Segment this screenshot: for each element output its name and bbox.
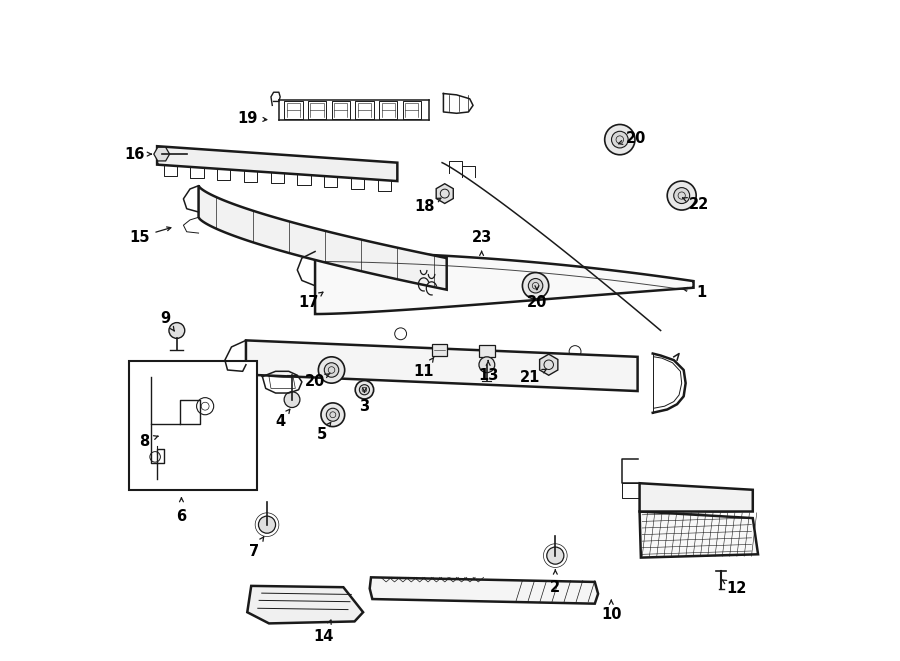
Polygon shape — [436, 184, 454, 204]
Text: 18: 18 — [415, 199, 436, 214]
Text: 20: 20 — [526, 295, 547, 311]
Text: 19: 19 — [237, 111, 257, 126]
Circle shape — [667, 181, 697, 210]
Text: 4: 4 — [275, 414, 285, 429]
Polygon shape — [640, 483, 752, 512]
Circle shape — [324, 363, 338, 377]
Circle shape — [321, 403, 345, 426]
Text: 22: 22 — [688, 196, 709, 212]
Circle shape — [319, 357, 345, 383]
Text: 6: 6 — [176, 508, 186, 524]
Circle shape — [605, 124, 635, 155]
Text: 21: 21 — [520, 370, 541, 385]
Text: 15: 15 — [129, 229, 149, 245]
Text: 8: 8 — [139, 434, 149, 449]
Circle shape — [359, 385, 370, 395]
Text: 1: 1 — [697, 285, 706, 300]
Text: 23: 23 — [472, 229, 491, 245]
Text: 17: 17 — [298, 295, 319, 311]
Text: 14: 14 — [313, 629, 334, 644]
Bar — [479, 345, 495, 357]
Circle shape — [169, 323, 184, 338]
Text: 7: 7 — [248, 543, 259, 559]
Circle shape — [356, 381, 373, 399]
Polygon shape — [199, 186, 446, 290]
Circle shape — [258, 516, 275, 533]
Circle shape — [674, 188, 689, 204]
Circle shape — [611, 132, 628, 148]
Polygon shape — [154, 147, 169, 161]
Circle shape — [284, 392, 300, 408]
Text: 20: 20 — [305, 374, 325, 389]
Text: 16: 16 — [124, 147, 144, 161]
Text: 5: 5 — [317, 427, 327, 442]
Text: 11: 11 — [413, 364, 434, 379]
Circle shape — [327, 408, 339, 421]
Polygon shape — [315, 252, 694, 314]
Circle shape — [528, 278, 543, 293]
Polygon shape — [370, 577, 598, 603]
Text: 13: 13 — [478, 368, 499, 383]
Text: 12: 12 — [726, 581, 746, 596]
Circle shape — [479, 357, 495, 373]
Text: 10: 10 — [601, 607, 622, 623]
Text: 9: 9 — [160, 311, 171, 326]
Polygon shape — [248, 586, 363, 623]
Bar — [432, 344, 447, 356]
Text: 2: 2 — [550, 580, 561, 595]
Bar — [129, 362, 257, 490]
Polygon shape — [158, 146, 397, 181]
Text: 20: 20 — [626, 131, 646, 146]
Text: 3: 3 — [359, 399, 370, 414]
Polygon shape — [640, 512, 758, 558]
Circle shape — [522, 272, 549, 299]
Polygon shape — [540, 354, 558, 375]
Polygon shape — [246, 340, 637, 391]
Circle shape — [547, 547, 564, 564]
